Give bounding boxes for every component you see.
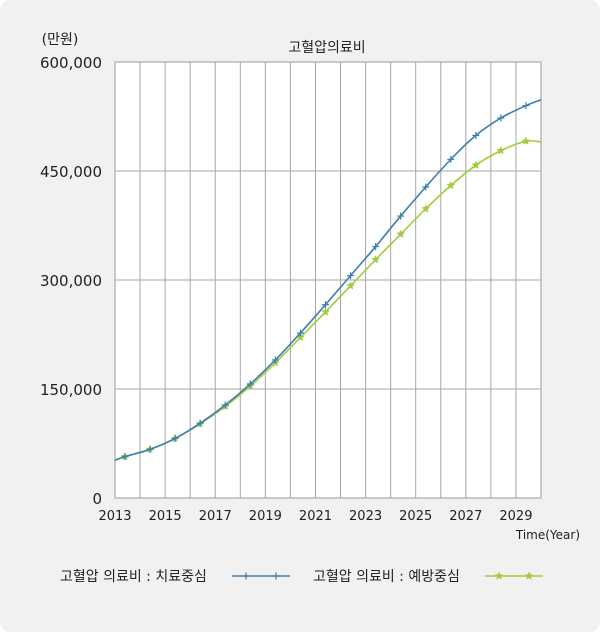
grid xyxy=(115,62,541,498)
data-point-star xyxy=(524,571,534,580)
x-tick-label: 2025 xyxy=(399,509,432,524)
legend-label: 고혈압 의료비 : 예방중심 xyxy=(313,569,460,585)
data-point-star xyxy=(446,180,456,190)
y-tick-label: 450,000 xyxy=(40,163,102,181)
x-tick-label: 2021 xyxy=(299,509,332,524)
x-axis-label: Time(Year) xyxy=(515,528,580,542)
data-point-star xyxy=(346,281,355,290)
data-point-star xyxy=(471,160,481,169)
x-tick-label: 2019 xyxy=(249,509,282,524)
data-point-star xyxy=(521,136,531,145)
series-lines xyxy=(114,99,542,461)
x-tick-label: 2029 xyxy=(499,509,532,524)
data-point-star xyxy=(496,145,506,155)
series-group xyxy=(114,99,542,461)
x-tick-label: 2015 xyxy=(149,509,182,524)
y-tick-label: 300,000 xyxy=(40,272,102,290)
y-tick-label: 600,000 xyxy=(40,54,102,72)
x-tick-label: 2027 xyxy=(449,509,482,524)
data-point-star xyxy=(371,254,381,264)
y-tick-label: 150,000 xyxy=(40,381,102,399)
legend-label: 고혈압 의료비 : 치료중심 xyxy=(60,569,207,585)
data-point-star xyxy=(396,229,406,238)
y-tick-label: 0 xyxy=(92,490,102,508)
legend: 고혈압 의료비 : 치료중심 고혈압 의료비 : 예방중심 xyxy=(60,569,543,585)
x-tick-label: 2017 xyxy=(199,509,232,524)
data-point-star xyxy=(421,204,431,213)
data-point-star xyxy=(321,307,330,316)
x-tick-label: 2013 xyxy=(98,509,131,524)
tick-labels: 0 150,000 300,000 450,000 600,000 2013 2015 201… xyxy=(40,54,533,524)
x-tick-label: 2023 xyxy=(349,509,382,524)
data-point-star xyxy=(494,571,504,580)
chart-title: 고혈압의료비 xyxy=(288,40,365,56)
y-axis-unit: (만원) xyxy=(42,32,79,48)
